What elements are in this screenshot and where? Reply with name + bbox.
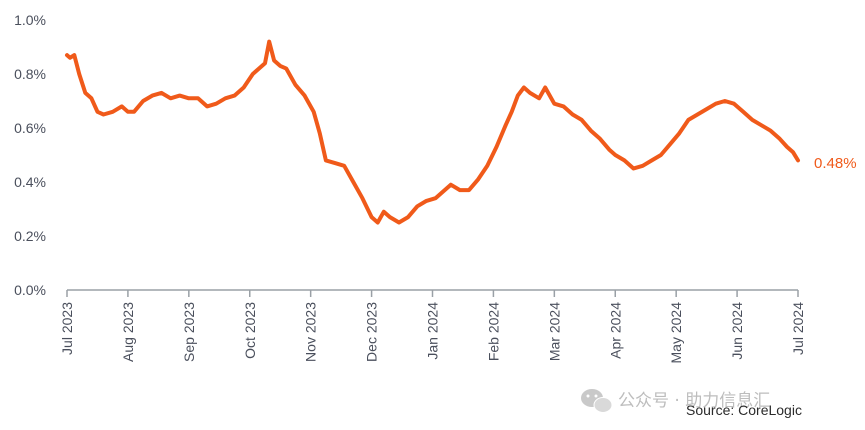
y-tick-label: 1.0% [14, 12, 46, 28]
x-tick-label: Feb 2024 [485, 302, 501, 361]
x-tick-label: Oct 2023 [242, 302, 258, 359]
y-tick-label: 0.6% [14, 120, 46, 136]
x-tick-label: Nov 2023 [303, 302, 319, 362]
watermark: 公众号 · 助力信息汇 [581, 389, 770, 413]
x-tick-label: Aug 2023 [120, 302, 136, 362]
y-tick-label: 0.4% [14, 174, 46, 190]
x-tick-label: Jul 2024 [790, 302, 806, 355]
end-value-label: 0.48% [814, 155, 857, 172]
source-label: Source: CoreLogic [686, 402, 802, 418]
y-tick-label: 0.8% [14, 66, 46, 82]
y-tick-label: 0.2% [14, 228, 46, 244]
x-tick-label: Jan 2024 [425, 302, 441, 360]
x-tick-label: Sep 2023 [181, 302, 197, 362]
x-tick-label: Jul 2023 [59, 302, 75, 355]
y-axis: 0.0% 0.2% 0.4% 0.6% 0.8% 1.0% [14, 12, 46, 298]
y-tick-label: 0.0% [14, 282, 46, 298]
x-tick-label: Dec 2023 [364, 302, 380, 362]
x-tick-label: Apr 2024 [607, 302, 623, 359]
x-tick-label: Jun 2024 [729, 302, 745, 360]
x-tick-label: May 2024 [668, 302, 684, 364]
series-line [65, 39, 800, 225]
x-tick-label: Mar 2024 [546, 302, 562, 361]
watermark-text: 公众号 · 助力信息汇 [618, 391, 770, 411]
x-axis: Jul 2023 Aug 2023 Sep 2023 Oct 2023 Nov 2023… [59, 289, 806, 364]
wechat-icon [581, 389, 613, 413]
